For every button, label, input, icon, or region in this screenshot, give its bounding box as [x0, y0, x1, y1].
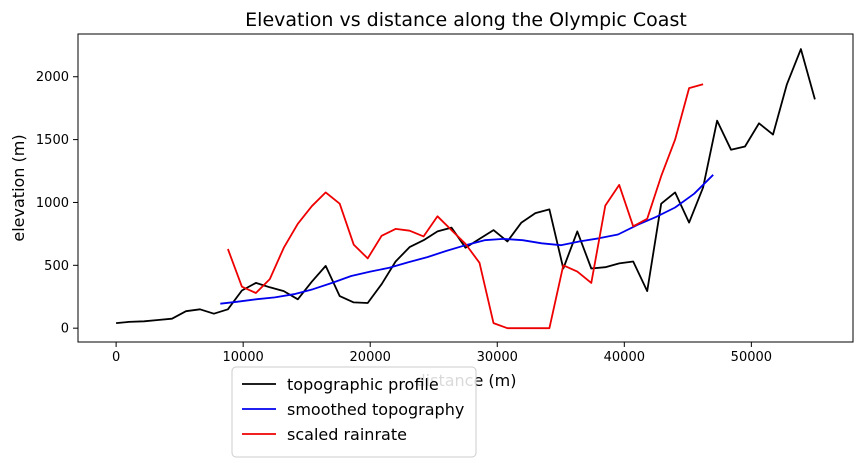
- series-line-topographic-profile: [116, 48, 816, 324]
- legend-label-scaled-rainrate: scaled rainrate: [287, 425, 407, 444]
- x-tick-label: 10000: [222, 350, 263, 365]
- series-line-scaled-rainrate: [227, 83, 704, 330]
- x-tick-label: 30000: [477, 350, 518, 365]
- x-tick-label: 20000: [350, 350, 391, 365]
- y-tick-label: 0: [61, 322, 69, 337]
- legend-label-topographic-profile: topographic profile: [287, 375, 439, 394]
- y-tick-label: 500: [44, 259, 69, 274]
- x-tick-label: 40000: [604, 350, 645, 365]
- y-tick-label: 1500: [36, 133, 69, 148]
- chart-title: Elevation vs distance along the Olympic …: [245, 9, 687, 31]
- legend: topographic profile smoothed topography sc…: [231, 366, 477, 458]
- legend-box: [231, 366, 477, 458]
- x-tick-label: 50000: [731, 350, 772, 365]
- y-tick-label: 1000: [36, 196, 69, 211]
- axis-ticks: 0 10000 20000 30000 40000 50000 0 500 1000 1500 20…: [36, 70, 772, 365]
- y-tick-label: 2000: [36, 70, 69, 85]
- plot-area-frame: [77, 33, 854, 343]
- series-layer: [116, 48, 816, 330]
- legend-label-smoothed-topography: smoothed topography: [287, 400, 464, 419]
- x-tick-label: 0: [112, 350, 120, 365]
- y-axis-label: elevation (m): [9, 134, 28, 241]
- series-line-smoothed-topography: [220, 174, 714, 305]
